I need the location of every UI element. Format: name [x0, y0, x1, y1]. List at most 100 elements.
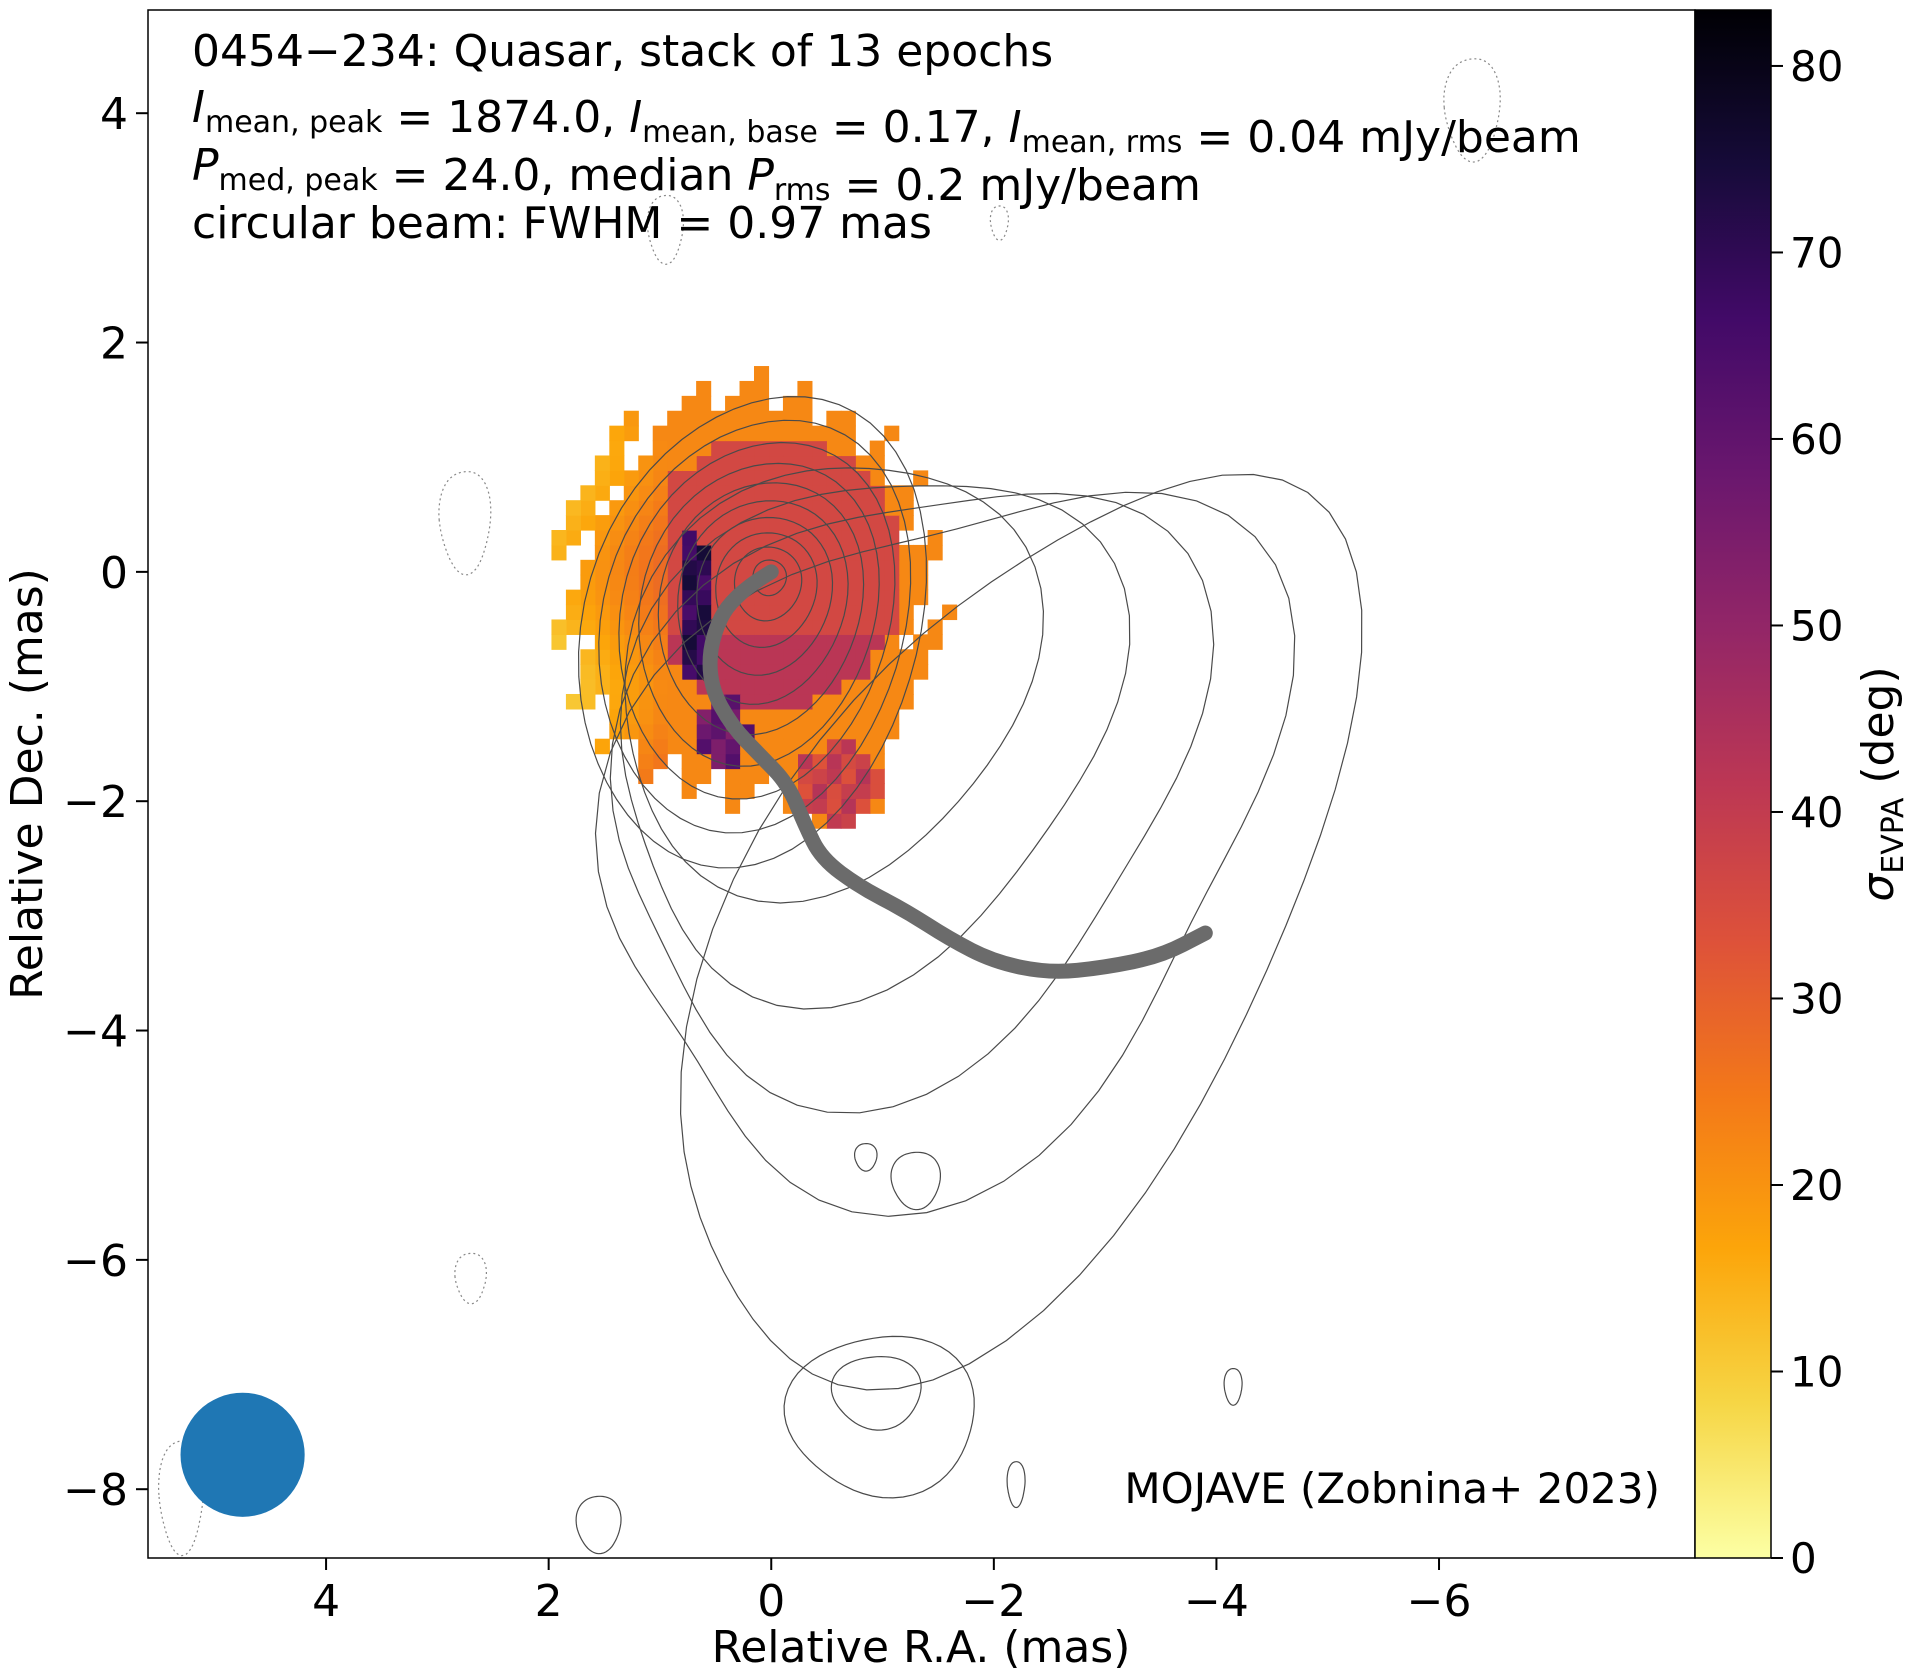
- pol-pixel: [840, 783, 856, 799]
- pol-pixel: [681, 783, 697, 799]
- pol-pixel: [869, 470, 885, 486]
- pol-pixel: [609, 574, 625, 591]
- pol-pixel: [782, 544, 799, 561]
- y-tick-label: 2: [100, 319, 128, 370]
- pol-pixel: [855, 753, 871, 770]
- pol-pixel: [869, 768, 885, 785]
- pol-pixel: [797, 664, 813, 680]
- pol-pixel: [826, 604, 842, 621]
- pol-pixel: [811, 574, 827, 591]
- pol-pixel: [797, 589, 813, 606]
- pol-pixel: [898, 679, 914, 695]
- pol-pixel: [652, 619, 668, 635]
- pol-pixel: [797, 455, 813, 471]
- x-tick-label: 2: [535, 1576, 563, 1627]
- title-block: 0454−234: Quasar, stack of 13 epochs Ime…: [192, 26, 1581, 249]
- pol-pixel: [725, 485, 741, 501]
- colorbar-tick-label: 60: [1790, 415, 1843, 464]
- pol-pixel: [754, 395, 770, 412]
- pol-pixel: [782, 455, 799, 471]
- pol-pixel: [840, 604, 856, 621]
- pol-pixel: [797, 410, 813, 427]
- pol-pixel: [739, 664, 755, 680]
- pol-pixel: [594, 470, 610, 486]
- x-tick-label: −6: [1407, 1576, 1472, 1627]
- colorbar-tick-label: 80: [1790, 42, 1843, 91]
- pol-pixel: [667, 410, 683, 427]
- pol-pixel: [869, 783, 885, 799]
- pol-pixel: [855, 604, 871, 621]
- pol-pixel: [594, 634, 610, 650]
- pol-pixel: [681, 485, 697, 501]
- pol-pixel: [580, 679, 596, 695]
- pol-pixel: [782, 425, 799, 442]
- pol-pixel: [667, 440, 683, 457]
- pol-pixel: [884, 500, 900, 516]
- pol-pixel: [782, 679, 799, 695]
- pol-pixel: [913, 559, 929, 576]
- pol-pixel: [840, 664, 856, 680]
- pol-pixel: [725, 530, 741, 546]
- pol-pixel: [681, 410, 697, 427]
- pol-pixel: [754, 500, 770, 516]
- pol-pixel: [869, 559, 885, 576]
- pol-pixel: [811, 604, 827, 621]
- pol-pixel: [696, 574, 712, 591]
- pol-pixel: [652, 649, 668, 665]
- pol-pixel: [594, 530, 610, 546]
- pol-pixel: [710, 738, 726, 755]
- pol-pixel: [725, 395, 741, 412]
- pol-pixel: [797, 679, 813, 695]
- pol-pixel: [840, 455, 856, 471]
- pol-pixel: [667, 425, 683, 442]
- pol-pixel: [710, 485, 726, 501]
- pol-pixel: [725, 425, 741, 442]
- pol-pixel: [826, 440, 842, 457]
- pol-pixel: [840, 634, 856, 650]
- pol-pixel: [580, 604, 596, 621]
- pol-pixel: [811, 813, 827, 829]
- pol-pixel: [826, 783, 842, 799]
- pol-pixel: [840, 425, 856, 442]
- pol-pixel: [884, 530, 900, 546]
- pol-pixel: [609, 619, 625, 635]
- pol-pixel: [565, 500, 581, 516]
- pol-pixel: [855, 664, 871, 680]
- pol-pixel: [826, 768, 842, 785]
- pol-pixel: [710, 440, 726, 457]
- pol-pixel: [652, 738, 668, 755]
- pol-pixel: [623, 530, 639, 546]
- pol-pixel: [594, 455, 610, 471]
- pol-pixel: [768, 500, 784, 516]
- contour-ring: [618, 441, 896, 800]
- contour-ring: [657, 482, 865, 736]
- pol-pixel: [667, 559, 683, 576]
- pol-pixel: [623, 559, 639, 576]
- contour-negative: [989, 205, 1009, 242]
- pol-pixel: [710, 455, 726, 471]
- pol-pixel: [696, 485, 712, 501]
- pol-pixel: [811, 753, 827, 770]
- contour-ring: [715, 532, 818, 649]
- pol-pixel: [725, 664, 741, 680]
- pol-pixel: [638, 574, 654, 591]
- pol-pixel: [652, 455, 668, 471]
- pol-pixel: [681, 768, 697, 785]
- pol-pixel: [811, 425, 827, 442]
- pol-pixel: [638, 604, 654, 621]
- pol-pixel: [652, 440, 668, 457]
- pol-pixel: [565, 604, 581, 621]
- pol-pixel: [797, 738, 813, 755]
- pol-pixel: [855, 783, 871, 799]
- contour-negative: [438, 470, 492, 576]
- pol-pixel: [826, 574, 842, 591]
- pol-pixel: [681, 664, 697, 680]
- pol-pixel: [884, 485, 900, 501]
- pol-pixel: [725, 634, 741, 650]
- pol-pixel: [898, 574, 914, 591]
- pol-pixel: [768, 604, 784, 621]
- pol-pixel: [623, 589, 639, 606]
- pol-pixel: [681, 679, 697, 695]
- pol-pixel: [927, 634, 943, 650]
- pol-pixel: [797, 723, 813, 740]
